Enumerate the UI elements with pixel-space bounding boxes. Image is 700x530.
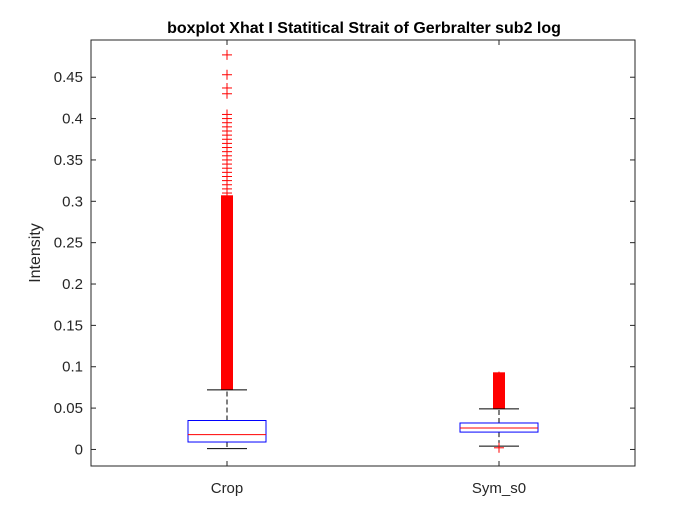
y-tick-label: 0.15 bbox=[54, 317, 83, 334]
box bbox=[187, 420, 267, 443]
outlier-cluster bbox=[221, 195, 233, 390]
box-group-sym-s0 bbox=[459, 371, 539, 453]
box-group-crop bbox=[187, 49, 267, 450]
y-tick-label: 0.4 bbox=[62, 111, 83, 128]
y-tick-label: 0.05 bbox=[54, 400, 83, 417]
y-tick-label: 0.2 bbox=[62, 276, 83, 293]
x-axis: Crop Sym_s0 bbox=[211, 40, 526, 497]
outlier-cluster bbox=[493, 372, 505, 409]
y-tick-label: 0.25 bbox=[54, 235, 83, 252]
y-tick-label: 0.3 bbox=[62, 193, 83, 210]
chart-title: boxplot Xhat I Statitical Strait of Gerb… bbox=[167, 20, 561, 37]
x-tick-label: Crop bbox=[211, 480, 244, 497]
y-axis-label: Intensity bbox=[27, 223, 44, 283]
boxplot-series bbox=[187, 49, 539, 453]
y-axis: 0 0.05 0.1 0.15 0.2 0.25 0.3 0.35 0.4 0.45 bbox=[54, 69, 635, 458]
y-tick-label: 0.1 bbox=[62, 359, 83, 376]
x-tick-label: Sym_s0 bbox=[472, 480, 526, 497]
y-tick-label: 0.35 bbox=[54, 152, 83, 169]
plot-area bbox=[90, 39, 636, 467]
y-tick-label: 0.45 bbox=[54, 69, 83, 86]
y-tick-label: 0 bbox=[75, 441, 83, 458]
